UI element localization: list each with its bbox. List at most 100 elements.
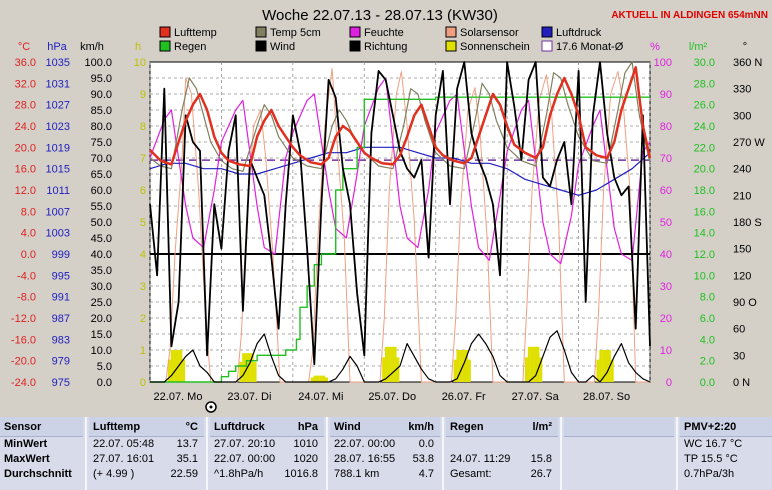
tick-label: 85.0 [91, 105, 112, 117]
tick-label: 999 [52, 249, 70, 261]
lufttemp-row-avg: (+ 4.99 ) 22.59 [89, 467, 204, 482]
col-wind: Wind km/h 22.07. 00:00 0.0 28.07. 16:55 53.… [330, 417, 440, 490]
legend-swatch [255, 26, 267, 38]
legend-swatch [445, 26, 457, 38]
luftdruck-min-date: 27.07. 20:10 [214, 438, 276, 450]
luftdruck-row-avg: ^1.8hPa/h 1016.8 [210, 467, 324, 482]
tick-label: 300 [733, 110, 751, 122]
tick-label: 45.0 [91, 233, 112, 245]
tick-label: 75.0 [91, 137, 112, 149]
col-regen: Regen l/m² 24.07. 11:29 15.8 Gesamt: 26.7 [446, 417, 558, 490]
col-separator [85, 417, 87, 490]
nav-dot-icon [209, 405, 213, 409]
col-lufttemp: Lufttemp °C 22.07. 05:48 13.7 27.07. 16:01… [89, 417, 204, 490]
col-separator [676, 417, 678, 490]
tick-label: 15.0 [91, 329, 112, 341]
tick-label: 210 [733, 190, 751, 202]
tick-label: 18.0 [694, 185, 715, 197]
x-tick-label: 23.07. Di [227, 391, 271, 403]
regen-max-date: 24.07. 11:29 [450, 453, 511, 465]
sunshine-bar [602, 350, 606, 382]
regen-max-val: 15.8 [530, 453, 552, 465]
sunshine-bar [536, 346, 540, 382]
pmv-trend: 0.7hPa/3h [684, 468, 735, 480]
tick-label: -16.0 [11, 334, 36, 346]
tick-label: 979 [52, 356, 70, 368]
tick-label: 24.0 [694, 121, 715, 133]
tick-label: 4.0 [21, 228, 36, 240]
tick-label: 50.0 [91, 217, 112, 229]
sunshine-bar [382, 357, 386, 382]
legend-label: Temp 5cm [270, 27, 321, 39]
lufttemp-unit: °C [185, 421, 198, 433]
tick-label: 10 [660, 345, 672, 357]
sunshine-bar [525, 357, 528, 382]
luftdruck-max-date: 22.07. 00:00 [214, 453, 276, 465]
series-feuchte [149, 77, 651, 265]
col-separator [206, 417, 208, 490]
regen-unit: l/m² [532, 421, 552, 433]
tick-label: 330 [733, 84, 751, 96]
weather-chart: Woche 22.07.13 - 28.07.13 (KW30) AKTUELL… [10, 7, 768, 413]
legend-swatch [541, 26, 553, 38]
regen-total-val: 26.7 [530, 468, 552, 480]
axis-unit: hPa [47, 41, 67, 53]
axis-unit: km/h [80, 41, 104, 53]
tick-label: 60 [660, 185, 672, 197]
tick-label: 10.0 [91, 345, 112, 357]
tick-label: -24.0 [11, 377, 36, 389]
tick-label: 24.0 [15, 121, 36, 133]
sunshine-bar [253, 361, 257, 382]
wind-unit: km/h [408, 421, 434, 433]
tick-label: 70.0 [91, 153, 112, 165]
tick-label: 22.0 [694, 142, 715, 154]
sunshine-bar [596, 359, 600, 382]
tick-label: 987 [52, 313, 70, 325]
axis-ticks: 36.032.028.024.020.016.012.08.04.00.0-4.… [11, 57, 765, 389]
legend-label: Wind [270, 41, 295, 53]
tick-label: 26.0 [694, 100, 715, 112]
tick-label: 60.0 [91, 185, 112, 197]
tick-label: 60 [733, 324, 745, 336]
sunshine-bar [319, 375, 323, 382]
col-pmv: PMV+2:20 WC 16.7 °C TP 15.5 °C 0.7hPa/3h [680, 417, 772, 490]
row-label-avg: Durchschnitt [4, 468, 72, 480]
col-luftdruck-head: Luftdruck hPa [210, 417, 324, 437]
tick-label: 90.0 [91, 89, 112, 101]
tick-label: 7 [140, 153, 146, 165]
series-group [149, 61, 652, 383]
tick-label: 20.0 [91, 313, 112, 325]
tick-label: 0.0 [97, 377, 112, 389]
sunshine-bar [605, 350, 608, 382]
tick-label: 20 [660, 313, 672, 325]
series-regen [150, 96, 650, 383]
x-tick-label: 26.07. Fr [442, 391, 486, 403]
col-sensor-head: Sensor [0, 417, 83, 437]
col-empty-head [564, 417, 674, 437]
tick-label: 65.0 [91, 169, 112, 181]
sunshine-bar [245, 353, 248, 382]
axis-unit: °C [18, 41, 30, 53]
axis-units: °C hPa km/h h% l/m² ° [18, 41, 747, 53]
col-luftdruck: Luftdruck hPa 27.07. 20:10 1010 22.07. 00:… [210, 417, 324, 490]
tick-label: 0.0 [700, 377, 715, 389]
tick-label: 975 [52, 377, 70, 389]
wind-row-max: 28.07. 16:55 53.8 [330, 452, 440, 467]
tick-label: 1035 [46, 57, 70, 69]
tick-label: 35.0 [91, 265, 112, 277]
sunshine-bar [313, 375, 317, 382]
tick-label: 5.0 [97, 361, 112, 373]
sunshine-bar [316, 375, 320, 382]
sunshine-bar [459, 350, 463, 382]
x-tick-label: 25.07. Do [368, 391, 416, 403]
sunshine-bar [173, 350, 177, 382]
sunshine-bar [387, 346, 391, 382]
nav-marker[interactable] [205, 401, 217, 413]
sunshine-bar [247, 353, 251, 382]
tick-label: 30 [660, 281, 672, 293]
regen-row-max: 24.07. 11:29 15.8 [446, 452, 558, 467]
tick-label: 8.0 [700, 292, 715, 304]
row-label-min: MinWert [4, 438, 48, 450]
tick-label: 1031 [46, 78, 70, 90]
regen-total-label: Gesamt: [450, 468, 492, 480]
